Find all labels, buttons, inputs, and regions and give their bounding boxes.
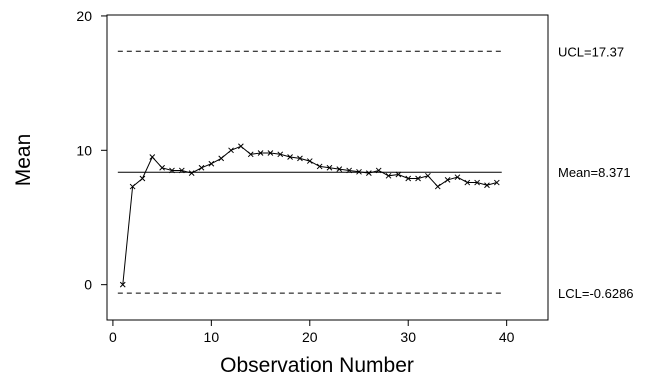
ucl-label: UCL=17.37 <box>558 44 624 59</box>
x-tick-label: 0 <box>109 329 117 345</box>
data-point <box>129 183 136 190</box>
data-point <box>238 143 244 150</box>
data-point <box>484 182 490 189</box>
data-point <box>415 175 421 182</box>
x-tick-label: 40 <box>499 329 515 345</box>
data-point <box>169 167 175 174</box>
data-point <box>297 155 303 162</box>
data-point <box>287 154 293 160</box>
control-limits: UCL=17.37 Mean=8.371 LCL=-0.6286 <box>117 44 634 301</box>
x-axis: 0 10 20 30 40 <box>109 320 515 345</box>
plot-frame <box>106 14 549 321</box>
data-point <box>277 151 284 158</box>
data-point <box>306 158 313 164</box>
data-point <box>405 175 412 182</box>
data-point <box>218 155 225 162</box>
data-point <box>375 167 382 174</box>
data-point <box>346 167 353 174</box>
data-point <box>365 170 372 176</box>
y-axis-title: Mean <box>12 134 35 187</box>
data-point <box>188 170 195 176</box>
data-point <box>434 183 441 190</box>
data-point <box>356 168 362 175</box>
data-point <box>198 164 205 171</box>
data-point <box>178 167 185 174</box>
series-mean <box>119 143 500 288</box>
data-point <box>385 172 392 179</box>
data-point <box>247 151 254 158</box>
y-tick-label: 20 <box>76 8 92 24</box>
y-axis: 0 10 20 <box>76 8 107 293</box>
x-tick-label: 10 <box>204 329 220 345</box>
data-point <box>395 171 402 178</box>
data-point <box>208 160 215 167</box>
y-tick-label: 0 <box>84 277 92 293</box>
data-point <box>336 166 343 172</box>
data-point <box>228 147 234 154</box>
data-point <box>444 177 451 183</box>
data-point <box>267 150 274 156</box>
data-point <box>119 281 126 288</box>
data-point <box>454 174 461 181</box>
x-tick-label: 20 <box>302 329 318 345</box>
series-line <box>122 145 497 285</box>
data-point <box>474 179 480 186</box>
data-point <box>149 154 156 160</box>
x-tick-label: 30 <box>400 329 416 345</box>
mean-label: Mean=8.371 <box>558 165 631 180</box>
data-point <box>257 150 264 156</box>
data-point <box>159 164 165 171</box>
data-point <box>326 164 333 171</box>
data-point <box>464 179 471 186</box>
y-tick-label: 10 <box>76 142 92 158</box>
lcl-label: LCL=-0.6286 <box>558 286 634 301</box>
x-axis-title: Observation Number <box>220 354 414 377</box>
data-point <box>493 179 500 186</box>
data-point <box>139 175 146 182</box>
data-point <box>425 172 431 179</box>
data-point <box>316 163 323 170</box>
